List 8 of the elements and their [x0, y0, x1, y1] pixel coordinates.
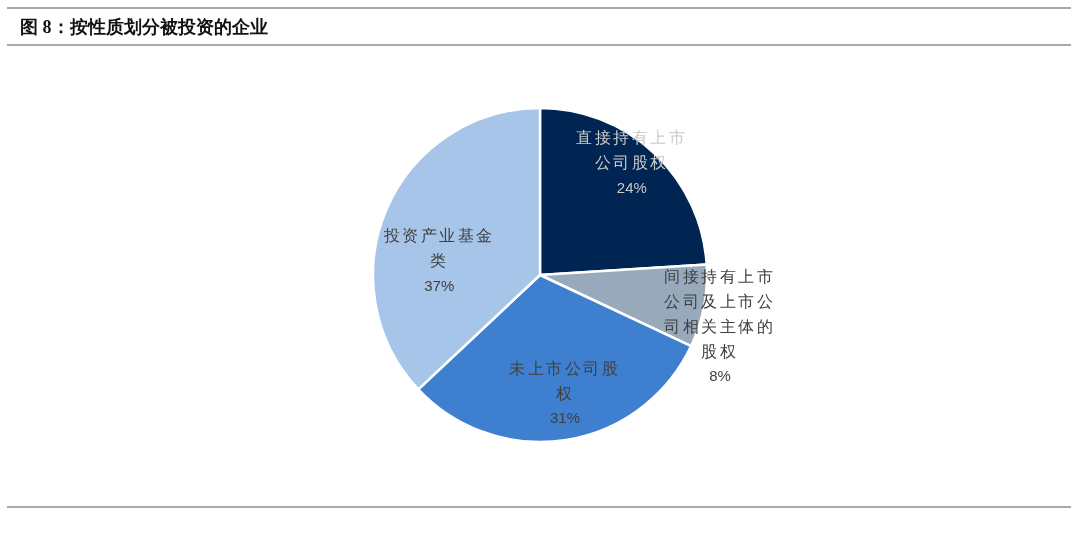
- data-label: 8%: [709, 367, 731, 385]
- slice-label: 投资产业基金类: [382, 226, 495, 269]
- data-label: 31%: [549, 409, 581, 427]
- slice-label: 间接持有上市公司及上市公司相关主体的股权: [664, 267, 776, 360]
- text: 图 8：按性质划分被投资的企业: [20, 17, 268, 37]
- slice-label: 未上市公司股权: [509, 359, 621, 402]
- data-label: 24%: [616, 178, 647, 196]
- data-label: 37%: [424, 276, 455, 294]
